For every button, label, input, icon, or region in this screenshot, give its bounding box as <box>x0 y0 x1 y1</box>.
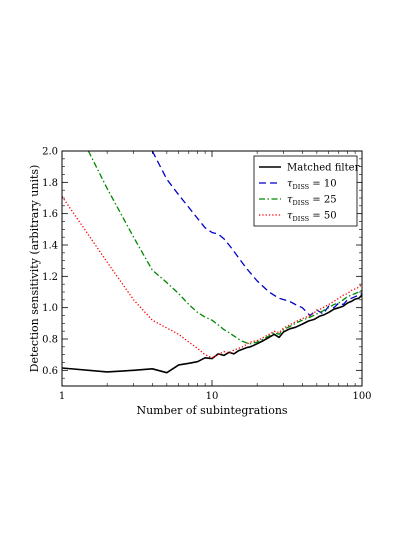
series-line-3 <box>87 151 362 345</box>
legend-label-1: Matched filter <box>287 163 360 174</box>
ticks-layer: 1 10 100 0.6 0.8 1.0 1.2 1.4 1.6 1.8 2.0 <box>42 147 371 403</box>
x-tick-label: 10 <box>206 391 219 402</box>
legend-label-4: τDISS = 50 <box>287 211 337 224</box>
legend-label-3: τDISS = 25 <box>287 195 337 208</box>
y-tick-label: 2.0 <box>42 147 58 158</box>
y-tick-label: 1.6 <box>42 209 58 220</box>
y-tick-label: 1.0 <box>42 303 58 314</box>
legend: Matched filter τDISS = 10 τDISS = 25 τDISS … <box>253 155 360 227</box>
y-tick-label: 1.2 <box>42 272 58 283</box>
series-layer <box>62 151 362 374</box>
y-tick-label: 0.6 <box>42 366 58 377</box>
y-tick-label: 1.8 <box>42 178 58 189</box>
x-axis-title: Number of subintegrations <box>136 404 287 417</box>
y-axis-title: Detection sensitivity (arbitrary units) <box>28 165 41 373</box>
series-line-1 <box>62 294 362 374</box>
y-tick-label: 1.4 <box>42 241 58 252</box>
series-line-2 <box>151 151 362 317</box>
legend-label-2: τDISS = 10 <box>287 179 337 192</box>
x-tick-label: 1 <box>59 391 65 402</box>
y-tick-label: 0.8 <box>42 335 58 346</box>
x-tick-label: 100 <box>352 391 371 402</box>
series-line-4 <box>62 196 362 359</box>
